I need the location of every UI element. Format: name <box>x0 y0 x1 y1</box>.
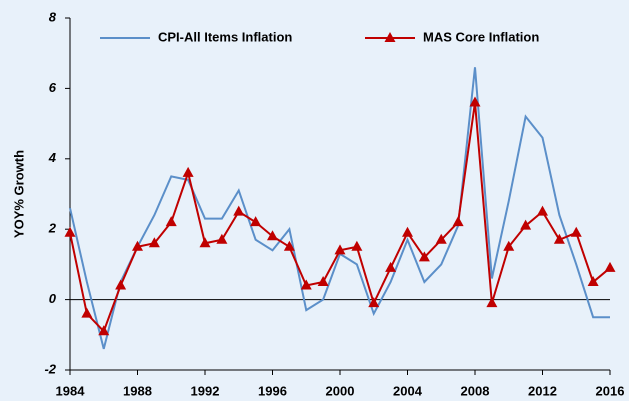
x-tick-label: 1992 <box>191 383 220 398</box>
point-marker <box>469 96 481 107</box>
y-tick-label: 4 <box>48 150 57 165</box>
y-tick-label: 2 <box>48 221 57 236</box>
x-tick-label: 1988 <box>123 383 152 398</box>
point-marker <box>385 261 397 272</box>
point-marker <box>537 205 548 216</box>
point-marker <box>267 230 278 241</box>
point-marker <box>199 237 211 248</box>
x-tick-label: 2000 <box>326 383 355 398</box>
point-marker <box>148 237 160 248</box>
point-marker <box>115 279 127 290</box>
point-marker <box>283 240 295 251</box>
point-marker <box>486 297 498 308</box>
x-tick-label: 1984 <box>56 383 86 398</box>
point-marker <box>98 325 110 336</box>
x-tick-label: 2008 <box>461 383 490 398</box>
x-tick-label: 2004 <box>393 383 423 398</box>
point-marker <box>368 297 380 308</box>
x-tick-label: 2012 <box>528 383 557 398</box>
point-marker <box>182 166 194 177</box>
point-marker <box>165 216 177 227</box>
point-marker <box>418 251 430 262</box>
y-tick-label: 0 <box>49 291 57 306</box>
y-tick-label: 8 <box>49 9 57 24</box>
point-marker <box>435 233 447 244</box>
point-marker <box>553 233 565 244</box>
point-marker <box>64 226 76 237</box>
point-marker <box>317 276 329 286</box>
point-marker <box>570 226 582 237</box>
x-tick-label: 2016 <box>596 383 625 398</box>
series-line <box>69 67 610 350</box>
point-marker <box>452 216 464 227</box>
point-marker <box>520 219 532 230</box>
point-marker <box>233 205 245 216</box>
point-marker <box>402 226 413 237</box>
point-marker <box>503 240 515 251</box>
y-tick-label: -2 <box>44 361 56 376</box>
legend-label: MAS Core Inflation <box>423 29 539 44</box>
point-marker <box>604 261 616 272</box>
point-marker <box>216 233 228 244</box>
series-line <box>69 102 611 334</box>
point-marker <box>132 240 143 251</box>
point-marker <box>250 216 262 227</box>
point-marker <box>351 240 363 251</box>
point-marker <box>587 276 599 286</box>
point-marker <box>81 307 93 318</box>
point-marker <box>300 279 312 290</box>
x-tick-label: 1996 <box>258 383 287 398</box>
y-axis-label: YOY% Growth <box>11 150 26 238</box>
legend-marker <box>384 32 396 42</box>
y-tick-label: 6 <box>49 80 57 95</box>
point-marker <box>334 244 346 255</box>
legend-label: CPI-All Items Inflation <box>158 29 292 44</box>
